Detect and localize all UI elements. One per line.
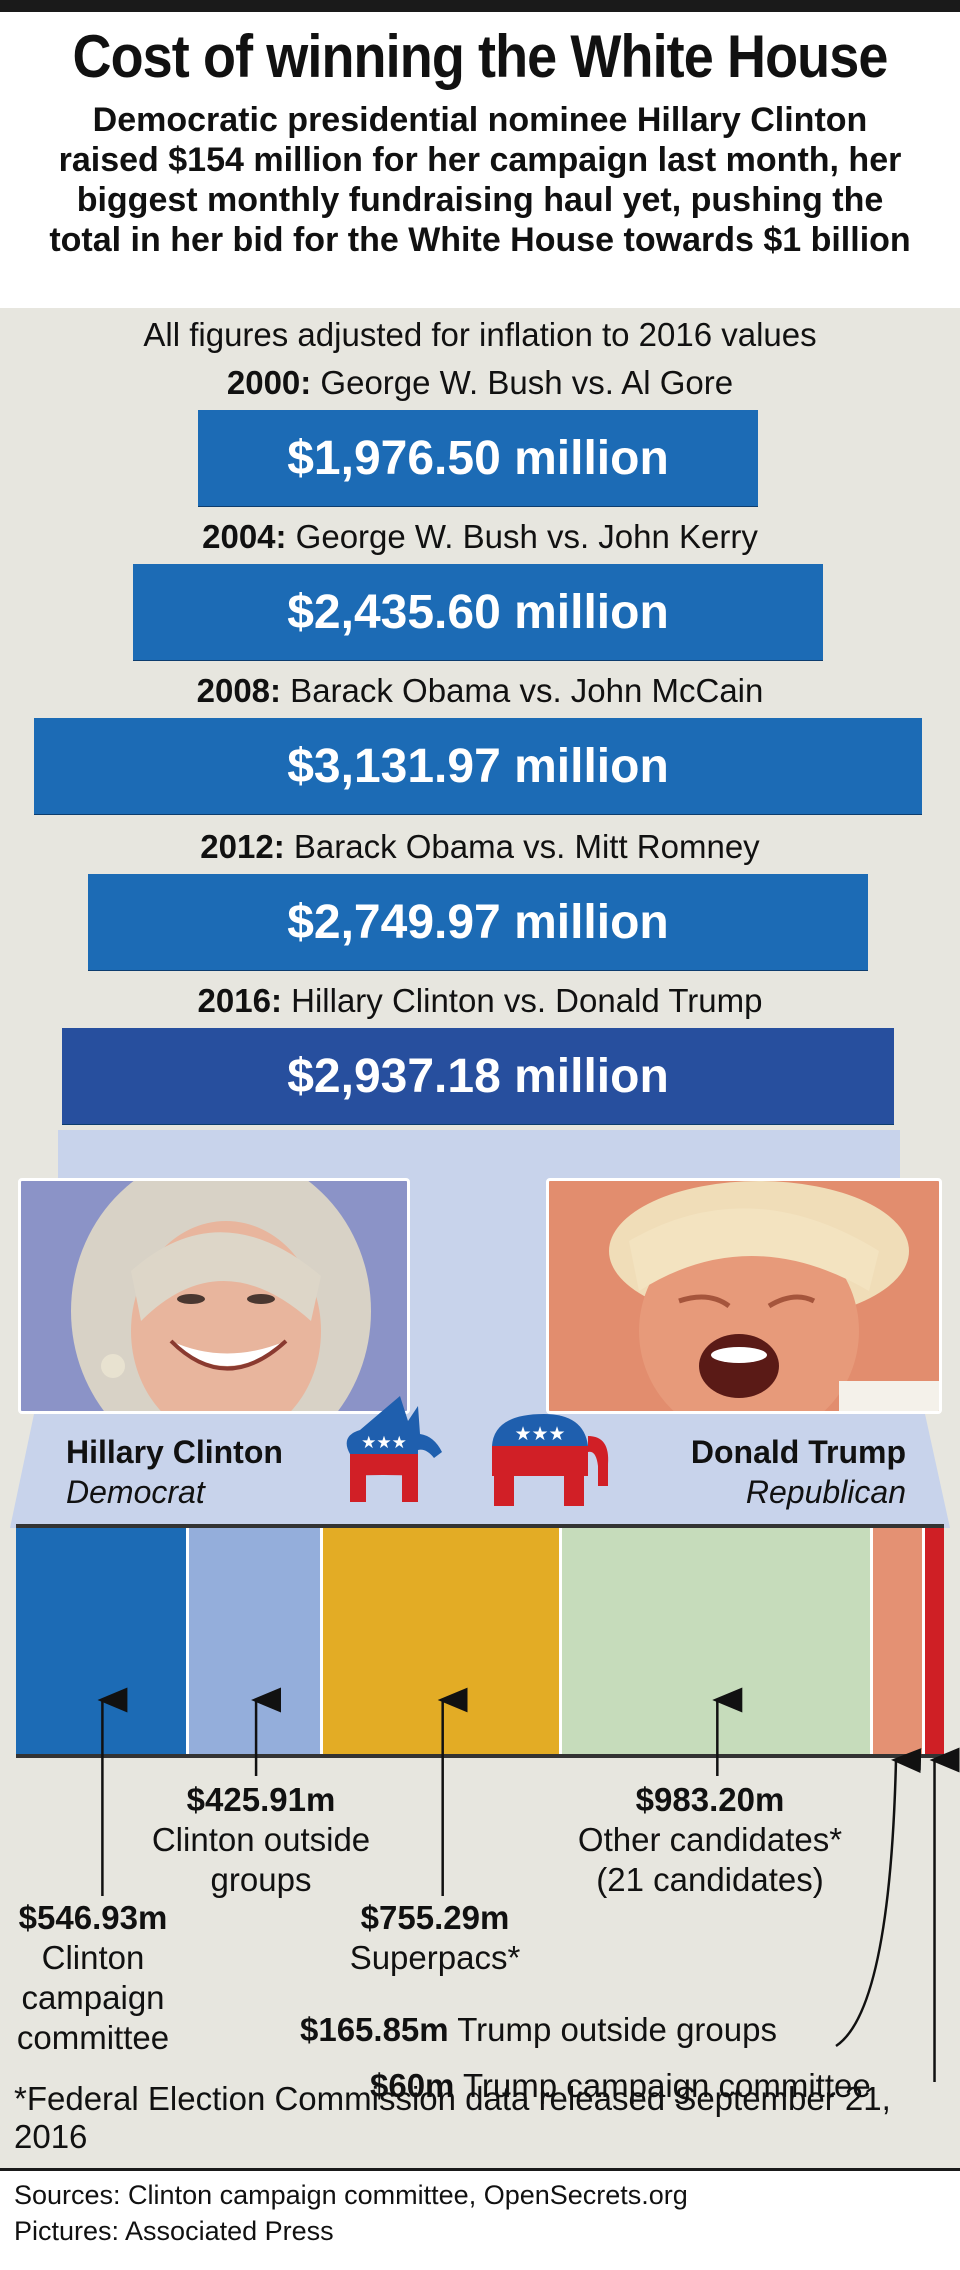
svg-text:★★★: ★★★: [514, 1423, 565, 1445]
matchup-label-2004: 2004: George W. Bush vs. John Kerry: [0, 518, 960, 556]
segment-amount: $983.20m: [635, 1781, 785, 1818]
label-other-candidates: $983.20m Other candidates* (21 candidates): [560, 1780, 860, 1900]
sources-credit: Sources: Clinton campaign committee, Ope…: [14, 2180, 688, 2210]
donald-trump-photo: [546, 1178, 942, 1414]
segment-clinton-outside: [188, 1528, 324, 1754]
year-label: 2004:: [202, 518, 287, 555]
inflation-note: All figures adjusted for inflation to 20…: [143, 316, 817, 353]
cost-bar-2012: $2,749.97 million: [88, 874, 868, 970]
segment-description: Superpacs*: [349, 1939, 521, 1976]
segment-trump-campaign: [925, 1528, 944, 1754]
label-clinton-campaign: $546.93m Clinton campaign committee: [8, 1898, 178, 2058]
matchup-text: Barack Obama vs. John McCain: [281, 672, 764, 709]
cost-bar-2004: $2,435.60 million: [132, 564, 824, 660]
segment-description: groups: [210, 1861, 312, 1898]
segment-description: campaign: [21, 1979, 165, 2016]
segment-description: Trump outside groups: [448, 2011, 777, 2048]
segment-description: committee: [16, 2019, 170, 2056]
cost-bar-2016: $2,937.18 million: [61, 1028, 895, 1124]
segment-clinton-campaign: [16, 1528, 189, 1754]
trump-name: Donald Trump: [690, 1434, 906, 1470]
segment-description: Clinton outside: [151, 1821, 371, 1858]
subtitle: Democratic presidential nominee Hillary …: [49, 101, 911, 259]
cost-bar-2000: $1,976.50 million: [197, 410, 759, 506]
page-title: Cost of winning the White House: [72, 23, 888, 90]
year-label: 2000:: [226, 364, 312, 401]
matchup-text: Barack Obama vs. Mitt Romney: [284, 828, 760, 865]
pictures-credit: Pictures: Associated Press: [14, 2216, 334, 2246]
matchup-text: Hillary Clinton vs. Donald Trump: [281, 982, 763, 1019]
footer-rule: [0, 2168, 960, 2171]
segment-amount: $165.85m: [300, 2011, 449, 2048]
cost-bar-2008: $3,131.97 million: [34, 718, 922, 814]
top-rule: [0, 0, 960, 12]
segment-other-candidates: [562, 1528, 873, 1754]
label-clinton-outside: $425.91m Clinton outside groups: [126, 1780, 396, 1900]
donkey-icon: ★★★: [346, 1396, 442, 1502]
clinton-party: Democrat: [66, 1474, 205, 1510]
segment-superpacs: [323, 1528, 562, 1754]
matchup-label-2008: 2008: Barack Obama vs. John McCain: [0, 672, 960, 710]
matchup-label-2000: 2000: George W. Bush vs. Al Gore: [0, 364, 960, 402]
matchup-text: George W. Bush vs. John Kerry: [286, 518, 758, 555]
hillary-clinton-photo: [18, 1178, 410, 1414]
label-trump-outside: $165.85m Trump outside groups: [300, 2010, 840, 2050]
segment-amount: $60m: [370, 2067, 455, 2104]
label-superpacs: $755.29m Superpacs*: [330, 1898, 540, 1978]
segment-amount: $546.93m: [18, 1899, 168, 1936]
segment-amount: $425.91m: [186, 1781, 336, 1818]
segment-description: (21 candidates): [596, 1861, 824, 1898]
label-trump-campaign: $60m Trump campaign committee: [370, 2066, 930, 2106]
matchup-label-2012: 2012: Barack Obama vs. Mitt Romney: [0, 828, 960, 866]
matchup-text: George W. Bush vs. Al Gore: [311, 364, 734, 401]
segment-description: Trump campaign committee: [454, 2067, 871, 2104]
matchup-label-2016: 2016: Hillary Clinton vs. Donald Trump: [0, 982, 960, 1020]
segment-trump-outside: [872, 1528, 926, 1754]
stacked-bar-frame: [16, 1524, 944, 1758]
year-label: 2008:: [196, 672, 282, 709]
svg-text:★★★: ★★★: [361, 1433, 407, 1453]
segment-description: Other candidates*: [577, 1821, 843, 1858]
elephant-icon: ★★★: [492, 1414, 609, 1506]
segment-description: Clinton: [41, 1939, 145, 1976]
segment-amount: $755.29m: [360, 1899, 510, 1936]
trump-party: Republican: [745, 1474, 906, 1510]
year-label: 2016:: [197, 982, 282, 1019]
year-label: 2012:: [200, 828, 285, 865]
clinton-name: Hillary Clinton: [66, 1434, 283, 1470]
fec-footnote: *Federal Election Commission data releas…: [14, 2080, 891, 2155]
